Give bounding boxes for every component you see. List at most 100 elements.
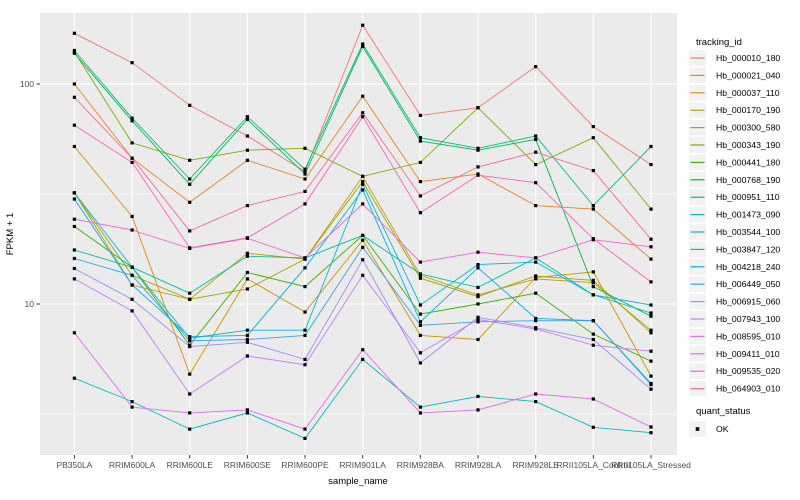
data-point <box>418 194 422 198</box>
legend-item-Hb_000951_110: Hb_000951_110 <box>689 189 780 205</box>
data-point <box>361 23 365 27</box>
x-tick-label: RRII105LA_Control <box>556 460 630 470</box>
data-point <box>649 245 653 249</box>
data-point <box>303 436 307 440</box>
data-point <box>534 150 538 154</box>
data-point <box>303 310 307 314</box>
legend-item-Hb_008595_010: Hb_008595_010 <box>689 328 780 345</box>
data-point <box>649 383 653 387</box>
legend-item-label: Hb_003847_120 <box>716 244 780 254</box>
data-point <box>534 277 538 281</box>
data-point <box>418 113 422 117</box>
data-point <box>418 333 422 337</box>
data-point <box>534 204 538 208</box>
data-point <box>303 363 307 367</box>
data-point <box>188 229 192 233</box>
data-point <box>649 303 653 307</box>
data-point <box>534 274 538 278</box>
x-tick-label: RRIM600PE <box>281 460 329 470</box>
data-point <box>188 291 192 295</box>
data-point <box>361 42 365 46</box>
data-point <box>130 400 134 404</box>
legend-item-label: Hb_000300_580 <box>716 123 780 133</box>
data-point <box>649 257 653 261</box>
data-point <box>245 328 249 332</box>
legend-item-label: Hb_000170_190 <box>716 105 780 115</box>
x-tick-label: RRII105LA_Stressed <box>611 460 691 470</box>
data-point <box>361 238 365 242</box>
data-point <box>72 376 76 380</box>
data-point <box>72 224 76 229</box>
data-point <box>245 337 249 342</box>
legend-item-label: Hb_001473_090 <box>716 210 780 220</box>
data-point <box>72 48 76 53</box>
data-point <box>72 197 76 201</box>
data-point <box>130 265 134 269</box>
data-point <box>534 137 538 141</box>
data-point <box>649 314 653 318</box>
data-point <box>591 281 595 285</box>
legend-item-Hb_003544_100: Hb_003544_100 <box>689 224 780 240</box>
data-point <box>361 111 365 115</box>
legend-item-Hb_000300_580: Hb_000300_580 <box>689 119 780 136</box>
data-point <box>418 351 422 355</box>
legend-item-Hb_006915_060: Hb_006915_060 <box>689 293 780 310</box>
legend-item-label: Hb_008595_010 <box>716 331 780 341</box>
data-point <box>361 233 365 237</box>
y-tick-label: 100 <box>20 79 34 89</box>
data-point <box>591 270 595 274</box>
legend-item-Hb_007943_100: Hb_007943_100 <box>689 311 780 327</box>
data-point <box>130 214 134 219</box>
quant-status-legend-title: quant_status <box>696 406 751 417</box>
data-point <box>649 237 653 241</box>
data-point <box>130 283 134 287</box>
data-point <box>534 392 538 396</box>
data-point <box>303 285 307 289</box>
data-point <box>303 167 307 171</box>
data-point <box>476 263 480 267</box>
data-point <box>591 204 595 208</box>
x-tick-label: RRIM928LE <box>513 460 560 470</box>
data-point <box>303 256 307 260</box>
data-point <box>188 345 192 349</box>
data-point <box>649 359 653 363</box>
data-point <box>476 250 480 254</box>
data-point <box>361 202 365 206</box>
legend-item-Hb_001473_090: Hb_001473_090 <box>689 206 780 223</box>
data-point <box>476 315 480 319</box>
y-axis-title: FPKM + 1 <box>5 213 16 256</box>
data-point <box>418 211 422 215</box>
legend-item-Hb_000010_180: Hb_000010_180 <box>689 50 780 66</box>
legend-item-Hb_000768_190: Hb_000768_190 <box>689 172 780 188</box>
data-point <box>188 411 192 415</box>
data-point <box>72 256 76 261</box>
data-point <box>303 177 307 181</box>
legend-item-label: Hb_007943_100 <box>716 314 780 324</box>
data-point <box>72 191 76 195</box>
data-point <box>130 116 134 120</box>
data-point <box>418 136 422 140</box>
data-point <box>418 411 422 415</box>
data-point <box>476 302 480 306</box>
legend-item-label: Hb_006449_050 <box>716 279 780 289</box>
data-point <box>72 51 76 55</box>
data-point <box>188 297 192 301</box>
data-point <box>245 354 249 358</box>
data-point <box>591 278 595 282</box>
legend-item-label: Hb_006915_060 <box>716 297 780 307</box>
data-point <box>72 277 76 281</box>
data-point <box>130 160 134 164</box>
chart-generated-content: 10 100 PB350LA RRIM600LA RRIM600LE RRIM600SE R… <box>20 13 780 470</box>
data-point <box>534 291 538 295</box>
data-point <box>591 237 595 241</box>
data-point <box>188 103 192 107</box>
data-point <box>303 172 307 176</box>
quant-status-ok-label: OK <box>716 424 729 434</box>
data-point <box>188 158 192 162</box>
data-point <box>418 323 422 327</box>
data-point <box>534 316 538 320</box>
data-point <box>418 320 422 324</box>
data-point <box>245 134 249 138</box>
legend-item-label: Hb_000441_180 <box>716 157 780 167</box>
